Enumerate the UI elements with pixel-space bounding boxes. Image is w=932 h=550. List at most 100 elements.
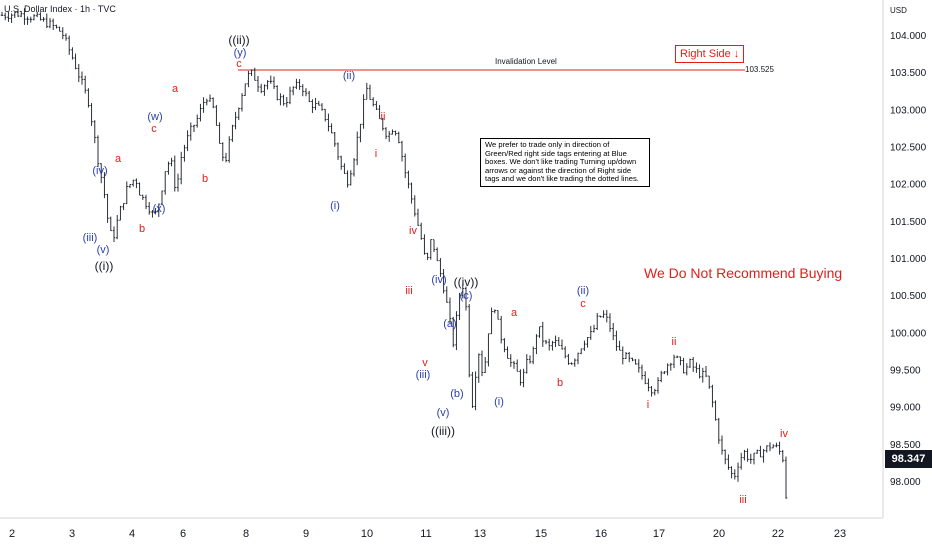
- ohlc-bar: [394, 130, 397, 136]
- ohlc-bar: [77, 63, 81, 83]
- wave-label: ((ii)): [228, 33, 249, 47]
- ohlc-bar: [474, 371, 477, 411]
- ohlc-bar: [314, 97, 317, 111]
- ohlc-bar: [410, 182, 413, 204]
- wave-label: iii: [739, 494, 746, 506]
- time-tick-label: 3: [69, 528, 75, 540]
- wave-label: b: [139, 223, 145, 235]
- wave-label: iii: [405, 285, 412, 297]
- ohlc-bar: [711, 384, 714, 408]
- ohlc-bar: [45, 13, 49, 29]
- ohlc-bar: [547, 338, 551, 351]
- ohlc-bar: [634, 359, 637, 365]
- ohlc-bar: [317, 100, 321, 106]
- ohlc-bar: [99, 163, 103, 184]
- ohlc-bar: [717, 417, 721, 444]
- ohlc-bar: [311, 99, 314, 113]
- ohlc-bar: [237, 107, 241, 121]
- ohlc-bar: [122, 202, 125, 211]
- time-tick-label: 11: [420, 528, 431, 540]
- ohlc-bar: [739, 452, 743, 470]
- price-axis: 104.000 103.500 103.000 102.500 102.000 101.5…: [890, 31, 927, 488]
- ohlc-bar: [480, 350, 484, 377]
- ohlc-bar: [618, 340, 621, 351]
- ohlc-bar: [672, 354, 676, 369]
- ohlc-bar: [298, 79, 301, 90]
- ohlc-bar: [250, 69, 253, 77]
- ohlc-bar: [163, 171, 167, 195]
- ohlc-bar: [80, 71, 84, 85]
- wave-label: c: [580, 298, 586, 310]
- ohlc-bar: [522, 368, 525, 388]
- ohlc-bar: [656, 377, 660, 394]
- wave-label: (c): [460, 290, 473, 302]
- ohlc-bar: [327, 113, 330, 132]
- ohlc-bar: [477, 353, 481, 383]
- ohlc-bar: [423, 234, 426, 255]
- ohlc-bar: [525, 354, 529, 374]
- invalidation-price: 103.525: [745, 65, 774, 74]
- ohlc-bar: [42, 16, 45, 22]
- ohlc-bar: [93, 120, 97, 144]
- ohlc-bar: [682, 357, 685, 374]
- wave-label: ((i)): [95, 259, 114, 273]
- ohlc-bar: [615, 330, 618, 351]
- ohlc-bar: [266, 80, 269, 90]
- ohlc-bar: [192, 124, 196, 133]
- wave-label: (i): [330, 200, 340, 212]
- ohlc-bar: [263, 84, 266, 96]
- ohlc-bar: [567, 353, 570, 365]
- ohlc-bar: [343, 163, 346, 174]
- ohlc-bar: [176, 173, 180, 192]
- ohlc-bar: [387, 130, 391, 142]
- ohlc-bar: [208, 94, 212, 102]
- ohlc-bar: [650, 386, 653, 397]
- ohlc-bar: [349, 170, 353, 186]
- ohlc-bar: [442, 269, 445, 294]
- ohlc-bar: [400, 140, 404, 162]
- ohlc-bar: [563, 346, 567, 359]
- ohlc-bar: [544, 339, 548, 345]
- ohlc-bar: [234, 111, 237, 130]
- ohlc-bar: [775, 442, 778, 448]
- ohlc-bar: [240, 93, 244, 112]
- ohlc-bar: [58, 26, 61, 32]
- ohlc-bar: [589, 325, 593, 340]
- wave-label: a: [172, 83, 179, 95]
- ohlc-bar: [144, 194, 148, 209]
- ohlc-bar: [669, 362, 673, 371]
- ohlc-bar: [355, 131, 359, 166]
- ohlc-bar: [743, 449, 746, 461]
- arrow-down-icon: ↓: [733, 48, 740, 60]
- ohlc-bar: [48, 18, 52, 29]
- ohlc-bar: [429, 239, 433, 260]
- wave-label: (ii): [343, 70, 355, 82]
- ohlc-bar: [778, 441, 781, 455]
- price-tick-label: 103.500: [890, 68, 927, 79]
- time-tick-label: 2: [9, 528, 15, 540]
- ohlc-bar: [330, 123, 333, 134]
- ohlc-bar: [195, 114, 199, 128]
- wave-label: (v): [97, 244, 110, 256]
- ohlc-bar: [624, 352, 628, 359]
- ohlc-bar: [611, 323, 615, 341]
- ohlc-bar: [528, 355, 532, 364]
- ohlc-bar: [490, 307, 493, 335]
- ohlc-bar: [551, 340, 554, 351]
- ohlc-bar: [685, 363, 689, 376]
- wave-label: (x): [153, 203, 166, 215]
- ohlc-bar: [755, 449, 759, 454]
- price-tick-label: 102.000: [890, 180, 927, 191]
- price-tick-label: 98.000: [890, 477, 921, 488]
- ohlc-bar: [199, 103, 202, 122]
- ohlc-bar: [698, 364, 701, 379]
- ohlc-bar: [0, 11, 4, 16]
- ohlc-bar: [749, 453, 753, 464]
- ohlc-bar: [704, 366, 708, 378]
- ohlc-bar: [643, 371, 647, 385]
- wave-label: (iii): [83, 232, 98, 244]
- ohlc-bar: [135, 178, 138, 189]
- ohlc-bar: [119, 205, 122, 221]
- ohlc-bar: [202, 97, 205, 113]
